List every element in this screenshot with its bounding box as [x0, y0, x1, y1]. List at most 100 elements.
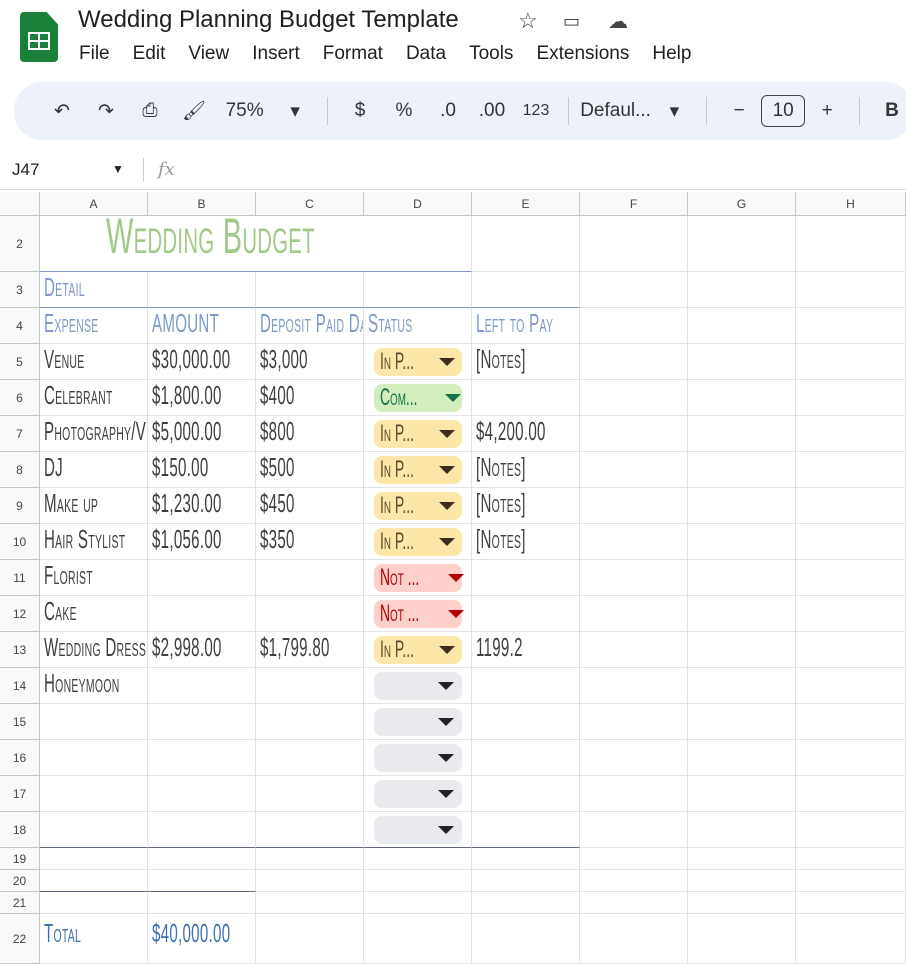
status-dropdown[interactable]: [374, 816, 462, 844]
cell[interactable]: [688, 632, 796, 668]
cell[interactable]: [148, 740, 256, 776]
cell[interactable]: [796, 380, 906, 416]
cell[interactable]: [472, 914, 580, 964]
cell[interactable]: In P...: [364, 416, 472, 452]
cell[interactable]: [364, 668, 472, 704]
cell[interactable]: $400: [256, 380, 364, 416]
cell[interactable]: DJ: [40, 452, 148, 488]
cell[interactable]: [796, 488, 906, 524]
cell[interactable]: $150.00: [148, 452, 256, 488]
cell[interactable]: [472, 870, 580, 892]
cell[interactable]: [364, 776, 472, 812]
cell[interactable]: [796, 812, 906, 848]
cell[interactable]: Left to Pay: [472, 308, 580, 344]
column-header-B[interactable]: B: [148, 192, 256, 216]
cell[interactable]: [580, 560, 688, 596]
cell[interactable]: [256, 704, 364, 740]
cell[interactable]: [580, 668, 688, 704]
cell[interactable]: [688, 740, 796, 776]
status-dropdown[interactable]: In P...: [374, 456, 462, 484]
cell[interactable]: [472, 776, 580, 812]
cell[interactable]: [472, 892, 580, 914]
cell[interactable]: $1,056.00: [148, 524, 256, 560]
cell[interactable]: [688, 668, 796, 704]
cell[interactable]: [472, 704, 580, 740]
cell[interactable]: Wedding Dress: [40, 632, 148, 668]
cell[interactable]: [688, 416, 796, 452]
cell[interactable]: $1,800.00: [148, 380, 256, 416]
cell[interactable]: [148, 272, 256, 308]
cell[interactable]: [688, 272, 796, 308]
cell[interactable]: [580, 216, 688, 272]
status-dropdown[interactable]: Com...: [374, 384, 462, 412]
cell[interactable]: [580, 632, 688, 668]
cell[interactable]: [796, 596, 906, 632]
cell[interactable]: Venue: [40, 344, 148, 380]
font-size-decrease[interactable]: −: [733, 100, 745, 121]
status-dropdown[interactable]: In P...: [374, 420, 462, 448]
cell[interactable]: Not ...: [364, 596, 472, 632]
cell[interactable]: [796, 272, 906, 308]
cell[interactable]: [148, 596, 256, 632]
cell[interactable]: [148, 560, 256, 596]
cell[interactable]: Expense: [40, 308, 148, 344]
menu-tools[interactable]: Tools: [469, 43, 514, 64]
row-header-7[interactable]: 7: [0, 416, 40, 452]
cell[interactable]: Celebrant: [40, 380, 148, 416]
cell[interactable]: [472, 596, 580, 632]
cell[interactable]: [256, 272, 364, 308]
row-header-3[interactable]: 3: [0, 272, 40, 308]
cell[interactable]: [40, 870, 148, 892]
bold-button[interactable]: B: [885, 100, 899, 121]
cell[interactable]: [688, 776, 796, 812]
cell[interactable]: $4,200.00: [472, 416, 580, 452]
cell[interactable]: [796, 308, 906, 344]
cell[interactable]: Cake: [40, 596, 148, 632]
row-header-18[interactable]: 18: [0, 812, 40, 848]
row-header-6[interactable]: 6: [0, 380, 40, 416]
cell[interactable]: [256, 812, 364, 848]
percent-button[interactable]: %: [395, 100, 413, 121]
cell[interactable]: [796, 668, 906, 704]
cell[interactable]: [40, 848, 148, 870]
cell[interactable]: Hair Stylist: [40, 524, 148, 560]
cell[interactable]: $1,230.00: [148, 488, 256, 524]
cell[interactable]: [580, 596, 688, 632]
cell[interactable]: Detail: [40, 272, 148, 308]
cell[interactable]: $5,000.00: [148, 416, 256, 452]
font-size-input[interactable]: 10: [761, 95, 806, 127]
cell[interactable]: [148, 870, 256, 892]
cell[interactable]: Status: [364, 308, 472, 344]
chevron-down-icon[interactable]: ▼: [112, 162, 124, 176]
cell[interactable]: [580, 740, 688, 776]
row-header-16[interactable]: 16: [0, 740, 40, 776]
row-header-20[interactable]: 20: [0, 870, 40, 892]
cell[interactable]: $450: [256, 488, 364, 524]
cell[interactable]: [472, 740, 580, 776]
column-header-D[interactable]: D: [364, 192, 472, 216]
cell[interactable]: [148, 848, 256, 870]
cell[interactable]: [580, 704, 688, 740]
cell[interactable]: Deposit Paid Date: [256, 308, 364, 344]
cell[interactable]: [40, 892, 148, 914]
cell[interactable]: [Notes]: [472, 524, 580, 560]
cell[interactable]: [580, 308, 688, 344]
menu-view[interactable]: View: [188, 43, 230, 64]
cell[interactable]: [40, 776, 148, 812]
row-header-2[interactable]: 2: [0, 216, 40, 272]
cell[interactable]: [796, 452, 906, 488]
cell[interactable]: In P...: [364, 488, 472, 524]
row-header-15[interactable]: 15: [0, 704, 40, 740]
cell[interactable]: Make up: [40, 488, 148, 524]
cell[interactable]: [688, 380, 796, 416]
cell[interactable]: [796, 892, 906, 914]
cell[interactable]: [688, 812, 796, 848]
cell[interactable]: Florist: [40, 560, 148, 596]
cell[interactable]: [580, 848, 688, 870]
row-header-8[interactable]: 8: [0, 452, 40, 488]
cell[interactable]: [148, 812, 256, 848]
cell[interactable]: [688, 452, 796, 488]
cell[interactable]: [256, 776, 364, 812]
cell[interactable]: [364, 870, 472, 892]
cell[interactable]: Com...: [364, 380, 472, 416]
